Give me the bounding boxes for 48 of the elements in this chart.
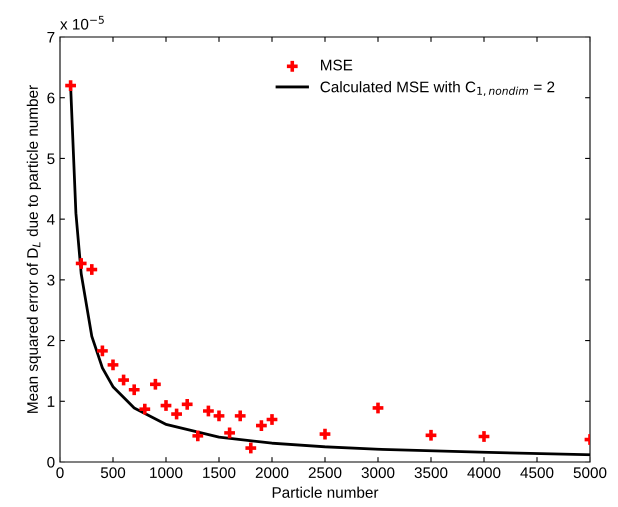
point bbox=[65, 80, 76, 91]
point bbox=[245, 442, 256, 454]
point bbox=[234, 410, 246, 422]
point bbox=[171, 408, 182, 420]
point bbox=[224, 427, 235, 438]
x-tick-label: 1000 bbox=[150, 467, 182, 478]
x-tick-label: 2000 bbox=[256, 467, 288, 478]
y-tick-label: 7 bbox=[47, 32, 54, 43]
point bbox=[150, 378, 161, 390]
point bbox=[139, 404, 150, 415]
point bbox=[182, 398, 193, 410]
point bbox=[266, 414, 278, 425]
text: x 10$^{−5}$ bbox=[60, 16, 104, 30]
point bbox=[426, 430, 436, 441]
point bbox=[203, 406, 214, 416]
point bbox=[192, 430, 204, 442]
point bbox=[86, 264, 98, 275]
point bbox=[214, 410, 224, 422]
x-tick-label: 3000 bbox=[362, 467, 394, 478]
point bbox=[478, 431, 490, 442]
y-tick-label: 1 bbox=[48, 396, 54, 407]
x-tick-label: 2500 bbox=[308, 467, 342, 478]
y-tick-label: 2 bbox=[47, 335, 54, 346]
point bbox=[76, 258, 87, 269]
point bbox=[118, 374, 129, 386]
y-tick-label: 6 bbox=[47, 92, 54, 104]
y-tick-label: 5 bbox=[47, 153, 54, 164]
y-tick-label: 4 bbox=[46, 214, 55, 225]
x-tick-label: 1500 bbox=[203, 467, 236, 478]
point bbox=[320, 428, 330, 440]
point bbox=[160, 400, 172, 411]
y-tick-label: 3 bbox=[47, 274, 54, 286]
x-tick-label: 0 bbox=[56, 467, 64, 478]
legend-label: Calculated MSE with C$_{1,nondim}$ = 2 bbox=[320, 81, 554, 96]
x-axis-title: Particle number bbox=[272, 486, 378, 498]
legend-label: MSE bbox=[321, 60, 352, 70]
point bbox=[97, 346, 108, 356]
point bbox=[256, 420, 267, 431]
point bbox=[372, 402, 384, 414]
y-axis-title: Mean squared error of D$_{L}$ due to particle number bbox=[26, 85, 41, 413]
x-tick-label: 5000 bbox=[574, 467, 606, 478]
x-tick-label: 500 bbox=[100, 467, 126, 478]
y-tick-label: 0 bbox=[47, 456, 55, 468]
point bbox=[128, 384, 140, 396]
point bbox=[108, 359, 118, 370]
x-tick-label: 4500 bbox=[520, 467, 554, 478]
x-tick-label: 3500 bbox=[414, 467, 448, 478]
x-tick-label: 4000 bbox=[467, 467, 500, 478]
